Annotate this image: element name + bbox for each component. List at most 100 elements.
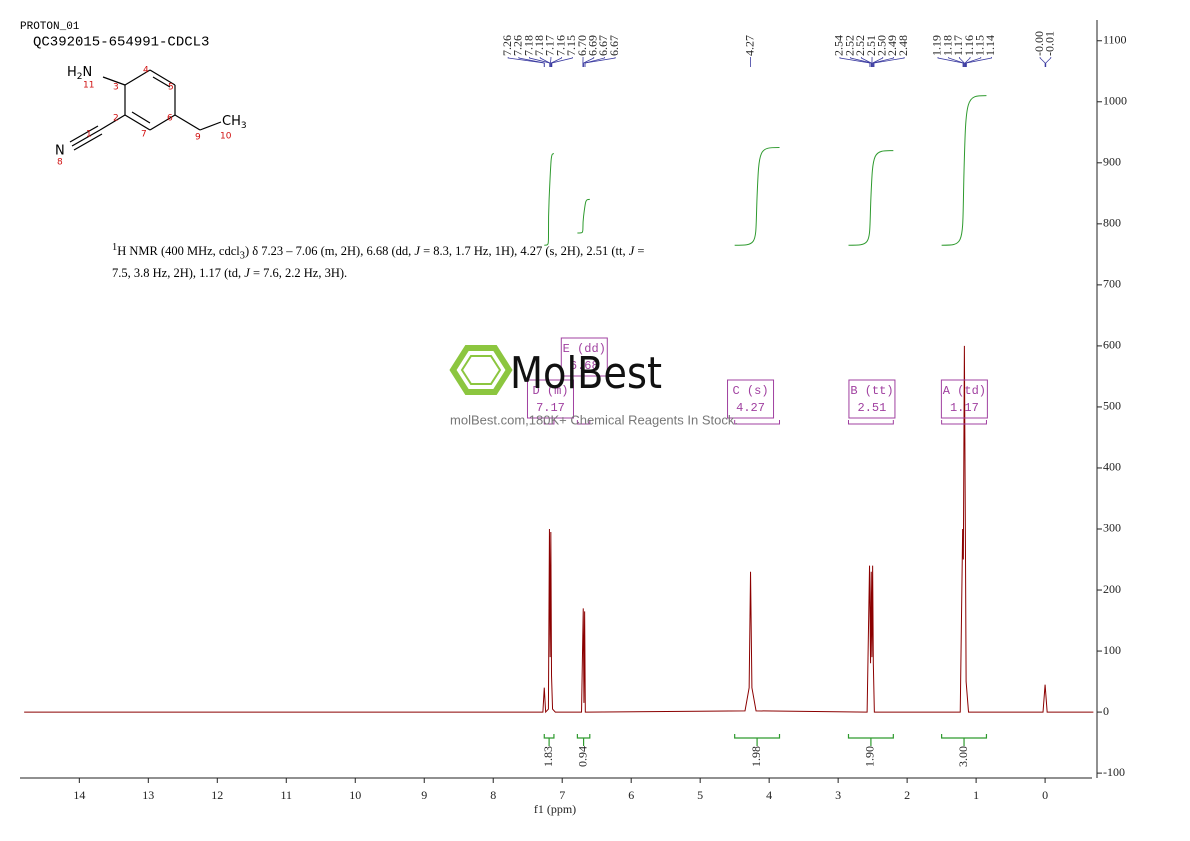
integral-curve (734, 147, 780, 246)
peak-label: 7.26 (500, 35, 514, 56)
peak-leader (839, 57, 871, 67)
peak-leader (873, 57, 905, 67)
y-tick-label: 300 (1103, 521, 1121, 535)
y-tick-label: 100 (1103, 643, 1121, 657)
peak-label: 4.27 (742, 35, 756, 56)
multiplet-box (526, 379, 574, 419)
bond (131, 111, 151, 124)
integral-label: 1.90 (863, 746, 877, 767)
multiplet-shift: 2.51 (858, 401, 887, 415)
bond (99, 114, 126, 131)
x-tick-label: 3 (835, 788, 841, 802)
x-tick-label: 12 (211, 788, 223, 802)
atom-number: 10 (220, 132, 232, 142)
atom-number: 11 (83, 81, 94, 91)
integral-curve (941, 95, 987, 246)
integral-label: 3.00 (956, 746, 970, 767)
atom-number: 1 (86, 130, 92, 140)
bond (102, 76, 126, 86)
watermark: MolBest molBest.com,180K+ Chemical Reage… (449, 345, 738, 427)
watermark-logo-icon (460, 355, 502, 385)
peak-leader (584, 57, 605, 67)
atom-number: 4 (143, 66, 149, 76)
methyl-label: CH3 (222, 114, 247, 131)
peak-label: -0.01 (1043, 31, 1057, 56)
y-tick-label: 700 (1103, 277, 1121, 291)
description-part: = 8.3, 1.7 Hz, 1H), 4.27 (s, 2H), 2.51 (… (419, 244, 629, 259)
description-part: = 7.5, 3.8 Hz, 2H), 1.17 (td, (112, 244, 645, 280)
integral-label: 0.94 (575, 746, 589, 767)
bond (199, 121, 222, 131)
multiplet-shift: 4.27 (736, 401, 765, 415)
peak-label: 1.17 (951, 35, 965, 56)
peak-leader (872, 57, 894, 67)
multiplet-shift: 6.68 (570, 359, 599, 373)
atom-number: 3 (113, 83, 119, 93)
multiplet-range (941, 420, 987, 425)
x-tick-label: 11 (280, 788, 292, 802)
integral-bracket (543, 734, 555, 746)
x-axis-label: f1 (ppm) (534, 802, 576, 816)
x-tick-label: 0 (1042, 788, 1048, 802)
description-part: J (244, 265, 250, 280)
integral-bracket (576, 734, 591, 746)
atom-number: 6 (167, 114, 173, 124)
x-tick-label: 14 (73, 788, 85, 802)
peak-leader (966, 57, 992, 67)
description-part: ) δ 7.23 – 7.06 (m, 2H), 6.68 (dd, (244, 244, 415, 259)
peak-label: 6.67 (596, 35, 610, 56)
x-tick-label: 5 (697, 788, 703, 802)
multiplet-box (940, 379, 988, 419)
integral-curve (577, 198, 590, 234)
integral-curve (544, 153, 554, 246)
peak-label: 7.16 (553, 35, 567, 56)
description-part: = 7.6, 2.2 Hz, 3H). (249, 265, 348, 280)
x-tick-label: 9 (421, 788, 427, 802)
peak-label: 1.15 (973, 35, 987, 56)
atom-number: 8 (57, 158, 63, 168)
watermark-logo: MolBest (510, 348, 662, 399)
peak-label: 6.69 (585, 35, 599, 56)
multiplet-range (847, 420, 894, 425)
x-tick-label: 8 (490, 788, 496, 802)
peak-leader (551, 57, 573, 67)
atom-number: 2 (113, 114, 119, 124)
y-tick-label: 600 (1103, 338, 1121, 352)
multiplet-label: D (m) (532, 384, 568, 398)
peak-leader (539, 57, 551, 67)
peak-leader (937, 57, 964, 67)
peak-label: 7.26 (511, 35, 525, 56)
y-tick-label: 800 (1103, 216, 1121, 230)
watermark-text: molBest.com,180K+ Chemical Reagents In S… (450, 412, 738, 427)
bond (69, 125, 99, 143)
peak-label: 2.52 (842, 35, 856, 56)
plot: 14 13 12 11 10 9 8 7 6 5 4 3 2 1 0-1000100200300400500… (20, 20, 1127, 802)
x-tick-label: 13 (142, 788, 154, 802)
multiplet-label: A (td) (943, 384, 986, 398)
description-part: J (628, 244, 635, 259)
y-tick-label: 400 (1103, 460, 1121, 474)
y-tick-label: 200 (1103, 582, 1121, 596)
bond (124, 69, 151, 86)
y-tick-label: -100 (1103, 765, 1125, 779)
x-tick-label: 10 (349, 788, 361, 802)
peak-label: 2.48 (896, 35, 910, 56)
integral-label: 1.98 (749, 746, 763, 767)
y-tick-label: 500 (1103, 399, 1121, 413)
multiplet-label: E (dd) (563, 342, 606, 356)
peak-leader (1045, 57, 1052, 67)
multiplet-shift: 1.17 (950, 401, 979, 415)
bond (174, 114, 201, 131)
spectrum-line (24, 345, 1094, 714)
y-tick-label: 1000 (1103, 94, 1127, 108)
description-part: J (414, 244, 420, 259)
bond (71, 129, 101, 147)
nitrile-label: N (55, 144, 65, 159)
peak-label: 6.67 (607, 35, 621, 56)
y-tick-label: 1100 (1103, 33, 1127, 47)
x-tick-label: 1 (973, 788, 979, 802)
multiplet-box (727, 379, 775, 419)
integral-bracket (734, 734, 781, 746)
multiplet-label: B (tt) (850, 384, 893, 398)
